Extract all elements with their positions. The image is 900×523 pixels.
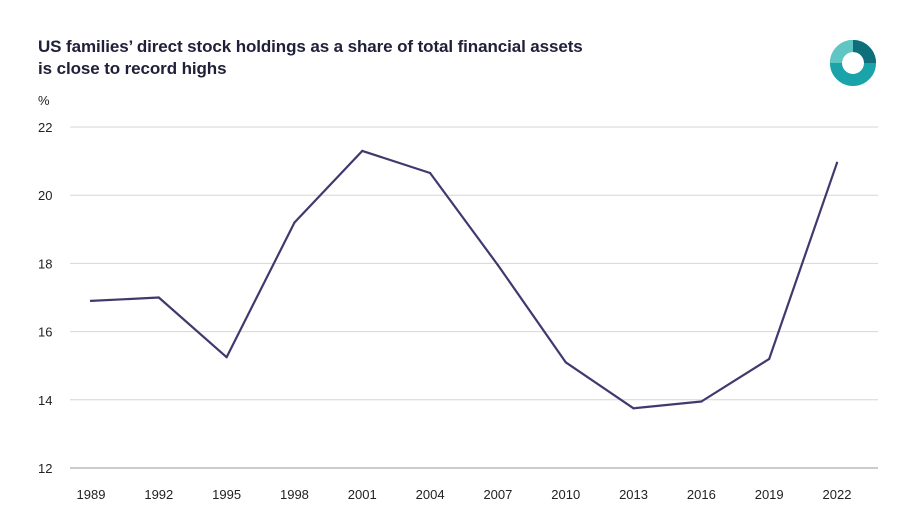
- gridlines: [70, 126, 878, 469]
- data-point-1998: [293, 221, 296, 224]
- y-tick-label: 12: [38, 461, 52, 476]
- y-tick-label: 18: [38, 256, 52, 271]
- data-point-2004: [428, 171, 432, 175]
- y-axis-ticks: 12 14 16 18 20 22: [38, 120, 52, 476]
- x-tick-label: 2001: [348, 487, 377, 502]
- y-axis-unit-label: %: [38, 93, 50, 108]
- x-tick-label: 2016: [687, 487, 716, 502]
- data-point-2022: [835, 161, 839, 164]
- ring-logo-icon: [828, 38, 878, 88]
- data-point-2019: [768, 357, 771, 360]
- x-tick-label: 1992: [144, 487, 173, 502]
- x-tick-label: 2007: [483, 487, 512, 502]
- x-tick-label: 2004: [416, 487, 445, 502]
- x-tick-label: 2019: [755, 487, 784, 502]
- x-tick-label: 2022: [823, 487, 852, 502]
- y-tick-label: 22: [38, 120, 52, 135]
- data-point-2016: [700, 400, 703, 403]
- data-point-2013: [632, 407, 635, 410]
- chart-title: US families’ direct stock holdings as a …: [38, 36, 738, 80]
- data-point-2010: [564, 361, 567, 364]
- x-axis-ticks: 1989 1992 1995 1998 2001 2004 2007 2010 2013 2016…: [77, 487, 852, 502]
- x-tick-label: 2010: [551, 487, 580, 502]
- data-point-1989: [89, 299, 93, 303]
- data-point-1995: [225, 356, 228, 359]
- chart-title-line-2: is close to record highs: [38, 59, 227, 78]
- chart-title-line-1: US families’ direct stock holdings as a …: [38, 37, 583, 56]
- data-point-1992: [157, 296, 160, 299]
- x-tick-label: 2013: [619, 487, 648, 502]
- series-lines: [89, 149, 839, 410]
- x-tick-label: 1989: [77, 487, 106, 502]
- y-tick-label: 14: [38, 393, 52, 408]
- data-point-2007: [496, 264, 500, 267]
- x-tick-label: 1995: [212, 487, 241, 502]
- series-line-0: [89, 149, 839, 410]
- data-point-2001: [361, 149, 364, 152]
- y-tick-label: 20: [38, 188, 52, 203]
- y-tick-label: 16: [38, 325, 52, 340]
- x-tick-label: 1998: [280, 487, 309, 502]
